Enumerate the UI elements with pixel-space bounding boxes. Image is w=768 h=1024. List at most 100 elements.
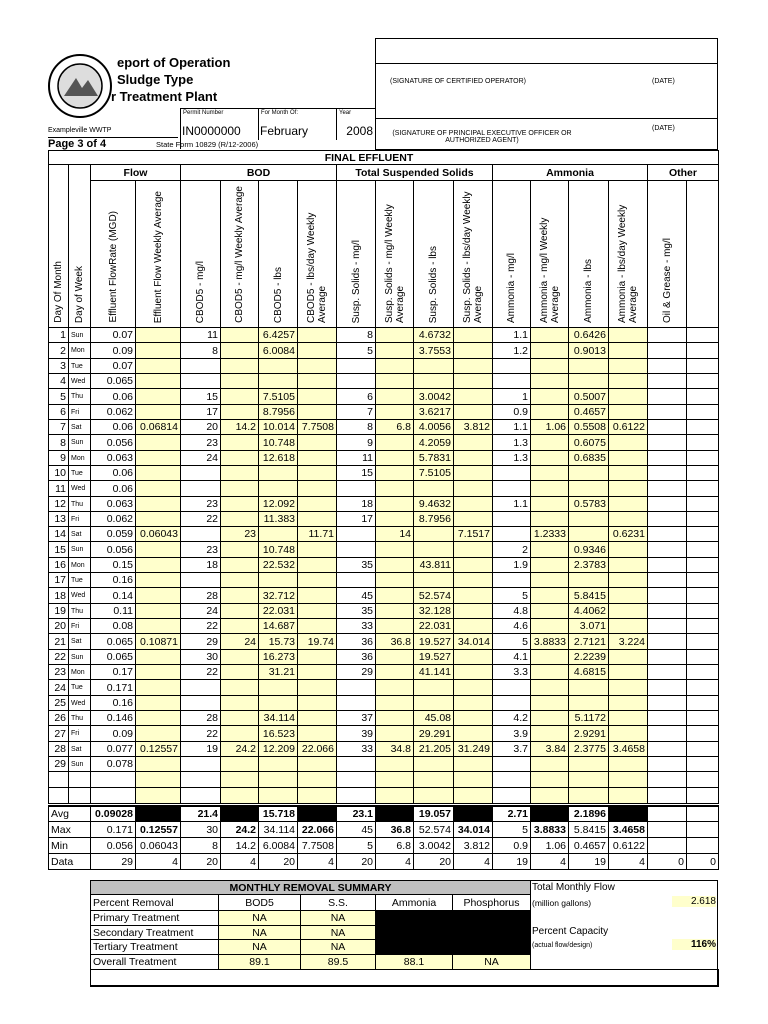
data-cell: 3.7553 — [413, 342, 454, 359]
data-cell — [453, 603, 493, 619]
data-cell — [453, 756, 493, 772]
data-cell — [297, 342, 337, 359]
data-cell — [530, 373, 569, 389]
summary-row-label: Tertiary Treatment — [90, 939, 219, 956]
data-cell: 19.527 — [413, 649, 454, 665]
page-number: Page 3 of 4 — [48, 138, 107, 150]
data-cell — [297, 679, 337, 696]
data-cell — [686, 756, 719, 772]
day-of-week: Sun — [68, 649, 91, 665]
data-cell — [686, 541, 719, 558]
data-cell — [453, 450, 493, 466]
stat-cell: 23.1 — [336, 805, 376, 822]
data-cell: 14.2 — [220, 419, 259, 435]
flow-value: 2.618 — [672, 896, 716, 907]
column-header: Effluent Flow Weekly Average — [135, 180, 181, 328]
data-cell: 0.077 — [90, 741, 136, 757]
stat-cell: 24.2 — [220, 821, 259, 838]
data-cell: 8 — [336, 419, 376, 435]
data-cell — [336, 572, 376, 588]
stat-cell: 19 — [492, 853, 531, 870]
data-cell — [220, 603, 259, 619]
data-cell: 34.114 — [258, 710, 298, 726]
data-cell — [608, 572, 648, 588]
stat-cell: 1.06 — [530, 837, 569, 854]
data-cell: 28 — [180, 710, 221, 726]
data-cell: 2.9291 — [568, 725, 609, 742]
data-cell — [647, 342, 687, 359]
data-cell — [608, 679, 648, 696]
data-cell: 16.523 — [258, 725, 298, 742]
data-cell — [375, 404, 414, 420]
data-cell — [336, 756, 376, 772]
day-of-week: Sat — [68, 633, 91, 650]
data-cell — [530, 618, 569, 634]
data-cell — [375, 541, 414, 558]
data-cell — [453, 404, 493, 420]
data-cell — [686, 358, 719, 374]
data-cell: 4.2059 — [413, 434, 454, 451]
day-of-month: 3 — [48, 358, 69, 374]
data-cell — [453, 618, 493, 634]
data-cell — [220, 450, 259, 466]
data-cell — [530, 695, 569, 711]
summary-header: Phosphorus — [452, 894, 531, 911]
data-cell — [220, 695, 259, 711]
data-cell — [453, 327, 493, 343]
day-of-month: 4 — [48, 373, 69, 389]
data-cell: 0.063 — [90, 450, 136, 466]
day-of-week: Sun — [68, 541, 91, 558]
data-cell — [453, 465, 493, 481]
blank-cell — [647, 787, 687, 804]
data-cell: 33 — [336, 741, 376, 757]
stat-cell — [647, 837, 687, 854]
data-cell — [530, 710, 569, 726]
data-cell — [135, 710, 181, 726]
data-cell — [608, 327, 648, 343]
data-cell: 0.078 — [90, 756, 136, 772]
day-of-week: Tue — [68, 358, 91, 374]
day-of-week: Tue — [68, 465, 91, 481]
data-cell: 4.6 — [492, 618, 531, 634]
blank-cell — [135, 771, 181, 788]
summary-value — [375, 939, 453, 956]
summary-header: BOD5 — [218, 894, 301, 911]
data-cell — [453, 511, 493, 527]
data-cell — [135, 618, 181, 634]
day-of-month: 15 — [48, 541, 69, 558]
data-cell — [135, 327, 181, 343]
data-cell: 14.687 — [258, 618, 298, 634]
data-cell: 3.3 — [492, 664, 531, 680]
title-line: r Treatment Plant — [111, 89, 218, 104]
data-cell — [413, 358, 454, 374]
data-cell: 0.06814 — [135, 419, 181, 435]
stat-label: Avg — [48, 805, 91, 822]
data-cell: 1.3 — [492, 450, 531, 466]
data-cell: 0.6122 — [608, 419, 648, 435]
summary-value: 88.1 — [375, 954, 453, 970]
data-cell — [647, 710, 687, 726]
data-cell — [336, 373, 376, 389]
data-cell: 45.08 — [413, 710, 454, 726]
data-cell — [530, 603, 569, 619]
data-cell — [135, 679, 181, 696]
stat-cell: 7.7508 — [297, 837, 337, 854]
data-cell: 10.748 — [258, 434, 298, 451]
data-cell: 43.811 — [413, 557, 454, 573]
data-cell — [647, 557, 687, 573]
stat-cell: 4 — [135, 853, 181, 870]
stat-cell: 0.06043 — [135, 837, 181, 854]
data-cell: 23 — [180, 496, 221, 512]
data-cell — [375, 327, 414, 343]
blank-cell — [297, 771, 337, 788]
column-header: Day of Week — [68, 164, 91, 328]
data-cell: 0.16 — [90, 695, 136, 711]
data-cell: 37 — [336, 710, 376, 726]
stat-cell — [647, 821, 687, 838]
data-cell — [530, 388, 569, 405]
data-cell — [492, 373, 531, 389]
data-cell — [686, 480, 719, 497]
column-header: Day Of Month — [48, 164, 69, 328]
data-cell — [453, 342, 493, 359]
data-cell: 11 — [336, 450, 376, 466]
